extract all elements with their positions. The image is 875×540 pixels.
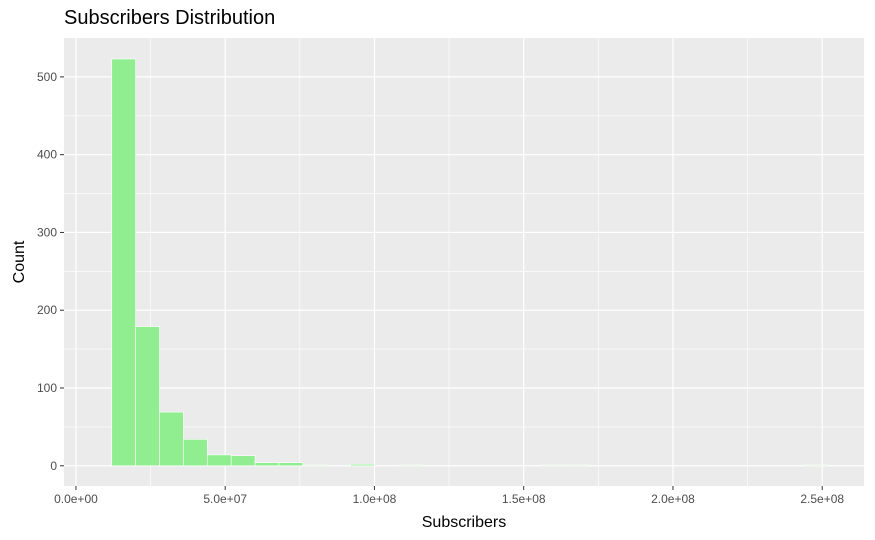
histogram-bar (135, 326, 160, 467)
major-gridlines (64, 38, 864, 486)
x-tick-label: 1.5e+08 (502, 492, 546, 506)
histogram-bar (230, 455, 256, 467)
y-tick-label: 500 (37, 70, 57, 84)
x-axis-title: Subscribers (422, 514, 506, 531)
histogram-bar (803, 464, 829, 467)
x-tick-label: 0.0e+00 (54, 492, 98, 506)
histogram-bar (183, 439, 208, 467)
histogram-bar (254, 462, 280, 467)
y-tick-label: 400 (37, 148, 57, 162)
chart-title: Subscribers Distribution (64, 7, 276, 29)
x-tick-label: 2.0e+08 (651, 492, 695, 506)
histogram-bar (111, 58, 136, 467)
histogram-bar (541, 464, 566, 467)
histogram-bar (302, 464, 327, 467)
histogram-bar (206, 454, 232, 467)
histogram-bar (278, 462, 304, 467)
x-tick-label: 1.0e+08 (353, 492, 397, 506)
y-axis-title: Count (11, 240, 28, 283)
x-tick-label: 5.0e+07 (203, 492, 247, 506)
y-tick-label: 0 (50, 459, 57, 473)
histogram-bar (565, 464, 590, 467)
x-tick-label: 2.5e+08 (800, 492, 844, 506)
histogram-bar (350, 463, 375, 467)
histogram-bar (159, 411, 184, 467)
plot-panel (64, 38, 864, 486)
histogram-bars (111, 58, 829, 467)
x-axis: 0.0e+00 5.0e+07 1.0e+08 1.5e+08 2.0e+08 2.5e+… (54, 486, 844, 506)
y-tick-label: 100 (37, 381, 57, 395)
y-tick-label: 200 (37, 303, 57, 317)
histogram-bar (398, 464, 423, 467)
minor-gridlines (64, 38, 864, 486)
y-axis: 0 100 200 300 400 500 (37, 70, 64, 473)
y-tick-label: 300 (37, 225, 57, 239)
